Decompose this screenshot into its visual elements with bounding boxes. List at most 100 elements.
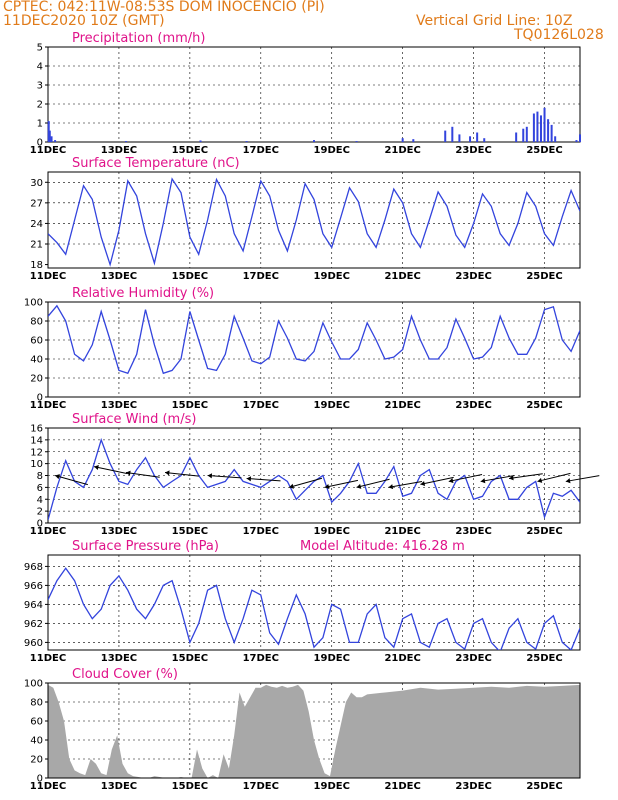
wind-wind-arrow-head [207,473,213,479]
precip-bar [125,141,128,142]
temp-xtick-label: 21DEC [384,271,420,282]
temp-frame [47,171,581,269]
precip-bar [483,138,486,142]
rh-xtick-label: 21DEC [384,400,420,411]
precip-bar [554,136,557,142]
cloud-xtick-label: 11DEC [30,781,66,792]
precip-xtick-label: 23DEC [455,145,491,156]
rh-xtick-label: 23DEC [455,400,491,411]
rh-xtick-label: 11DEC [30,400,66,411]
wind-ytick-label: 10 [30,459,43,470]
precip-ytick-label: 3 [37,81,43,92]
wind-series-line [48,437,580,521]
cloud-title: Cloud Cover (%) [72,667,178,682]
rh-ytick-label: 40 [30,355,43,366]
precip-xtick-label: 17DEC [243,145,279,156]
wind-wind-arrow [508,473,543,479]
rh-ytick-label: 80 [30,317,43,328]
wind-wind-arrow [480,475,515,482]
wind-xtick-label: 11DEC [30,526,66,537]
cloud-area [48,684,580,778]
wind-wind-arrow-head [55,474,60,480]
wind-ytick-label: 6 [37,483,43,494]
wind-wind-arrow-head [94,464,99,470]
wind-wind-arrow [94,466,128,475]
press-panel: 11DEC 13DEC 15DEC 17DEC 19DEC 21DEC 23DEC 25DEC… [24,539,581,664]
temp-ytick-label: 24 [30,219,43,230]
press-title: Surface Pressure (hPa) [72,539,219,554]
wind-wind-arrow [54,475,88,486]
cloud-xtick-label: 15DEC [172,781,208,792]
wind-ytick-label: 2 [37,507,43,518]
precip-bar [525,126,528,142]
temp-title: Surface Temperature (nC) [72,156,240,171]
cloud-ytick-label: 0 [37,774,43,785]
wind-ytick-label: 8 [37,471,43,482]
cloud-panel: 11DEC 13DEC 15DEC 17DEC 19DEC 21DEC 23DEC 25DEC… [24,667,581,792]
temp-series-line [48,177,580,267]
wind-title: Surface Wind (m/s) [72,412,196,427]
wind-wind-arrow [246,477,281,482]
precip-bar [355,141,358,142]
precip-bar [536,111,539,142]
precip-frame [47,46,581,143]
press-ytick-label: 966 [24,581,43,592]
header-date: 11DEC2020 10Z (GMT) [3,13,165,29]
cloud-frame-top [47,682,581,779]
precip-bar [543,107,546,142]
rh-series-line [48,304,580,375]
wind-wind-arrow [207,475,242,479]
precip-bar [401,138,404,142]
cloud-ytick-label: 40 [30,736,43,747]
cloud-ytick-label: 100 [24,679,43,690]
wind-wind-arrow-head [246,476,252,482]
cloud-ytick-label: 60 [30,717,43,728]
cloud-xtick-label: 23DEC [455,781,491,792]
wind-wind-arrow-head [356,483,362,489]
wind-xtick-label: 17DEC [243,526,279,537]
precip-bar [54,140,57,142]
temp-xtick-label: 13DEC [101,271,137,282]
cloud-ytick-label: 80 [30,698,43,709]
wind-wind-arrow-head [126,470,131,476]
wind-xtick-label: 25DEC [526,526,562,537]
temp-xtick-label: 11DEC [30,271,66,282]
precip-xtick-label: 21DEC [384,145,420,156]
wind-xtick-label: 23DEC [455,526,491,537]
rh-xtick-label: 17DEC [243,400,279,411]
precip-bar [476,132,479,142]
wind-wind-arrow-head [509,475,514,481]
wind-ytick-label: 12 [30,447,43,458]
header-model-code: TQ0126L028 [514,27,604,43]
precip-bar [547,119,550,142]
wind-ytick-label: 14 [30,435,43,446]
wind-xtick-label: 13DEC [101,526,137,537]
header-grid-note: Vertical Grid Line: 10Z [416,13,573,29]
rh-xtick-label: 15DEC [172,400,208,411]
temp-xtick-label: 15DEC [172,271,208,282]
precip-bar [579,134,581,142]
precip-bar [522,128,525,142]
wind-wind-arrow-head [324,483,330,490]
cloud-xtick-label: 25DEC [526,781,562,792]
precip-xtick-label: 25DEC [526,145,562,156]
temp-ytick-label: 18 [30,260,43,271]
temp-xtick-label: 25DEC [526,271,562,282]
precip-bar [412,139,415,142]
wind-wind-arrow [324,479,359,488]
rh-panel: 11DEC 13DEC 15DEC 17DEC 19DEC 21DEC 23DEC 25DEC… [24,286,581,411]
wind-wind-arrow [537,472,571,482]
wind-wind-arrow [565,475,600,482]
precip-ytick-label: 1 [37,119,43,130]
wind-wind-arrow [448,473,483,482]
precip-bar [313,140,315,142]
precip-panel: 11DEC 13DEC 15DEC 17DEC 19DEC 21DEC 23DEC 25DEC… [30,31,581,156]
press-ytick-label: 968 [24,562,43,573]
precip-ytick-label: 5 [37,43,43,54]
wind-xtick-label: 21DEC [384,526,420,537]
precip-bar [539,115,542,142]
wind-wind-arrow [164,472,199,477]
press-series-line [48,567,580,650]
precip-bar [575,140,578,142]
temp-xtick-label: 19DEC [314,271,350,282]
